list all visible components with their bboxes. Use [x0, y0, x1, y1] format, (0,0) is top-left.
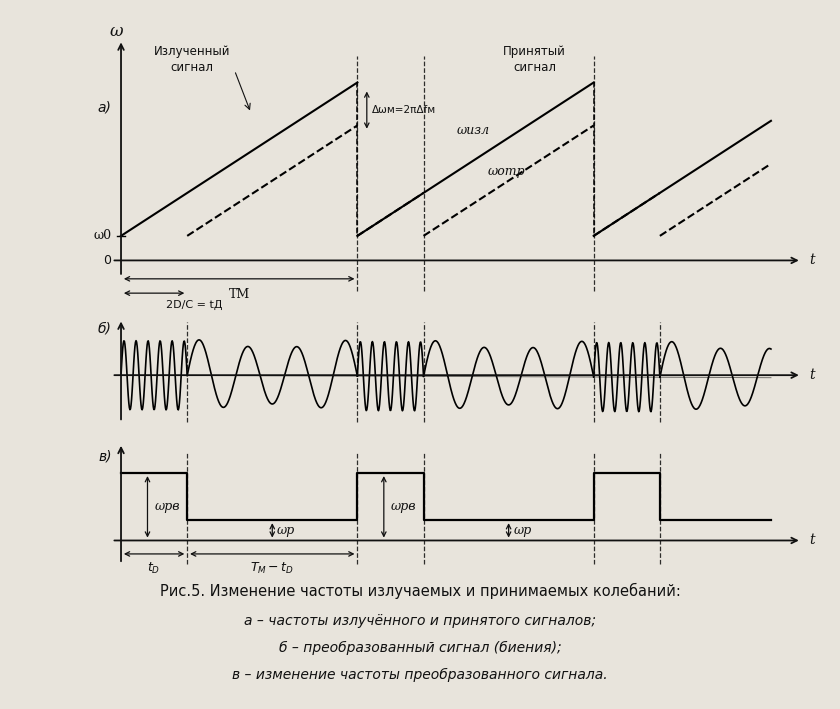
Text: в – изменение частоты преобразованного сигнала.: в – изменение частоты преобразованного с… [232, 668, 608, 682]
Text: ωрв: ωрв [391, 501, 417, 513]
Text: $t_D$: $t_D$ [148, 561, 160, 576]
Text: Принятый
сигнал: Принятый сигнал [503, 45, 566, 74]
Text: ωотр: ωотр [487, 164, 525, 177]
Text: ω0: ω0 [93, 230, 112, 242]
Text: t: t [809, 253, 815, 267]
Text: в): в) [98, 450, 112, 464]
Text: t: t [809, 368, 815, 382]
Text: $T_M - t_D$: $T_M - t_D$ [250, 561, 294, 576]
Text: а): а) [97, 100, 112, 114]
Text: ωр: ωр [513, 524, 532, 537]
Text: t: t [809, 533, 815, 547]
Text: Излученный
сигнал: Излученный сигнал [154, 45, 230, 74]
Text: 0: 0 [103, 254, 112, 267]
Text: Δωм=2πΔfм: Δωм=2πΔfм [371, 105, 436, 115]
Text: 2D/C = tД: 2D/C = tД [166, 301, 223, 311]
Text: ωр: ωр [277, 524, 295, 537]
Text: Рис.5. Изменение частоты излучаемых и принимаемых колебаний:: Рис.5. Изменение частоты излучаемых и пр… [160, 582, 680, 598]
Text: ωрв: ωрв [155, 501, 180, 513]
Text: б – преобразованный сигнал (биения);: б – преобразованный сигнал (биения); [279, 641, 561, 655]
Text: TМ: TМ [228, 288, 249, 301]
Text: б): б) [97, 321, 112, 335]
Text: ω: ω [109, 23, 123, 40]
Text: а – частоты излучённого и принятого сигналов;: а – частоты излучённого и принятого сигн… [244, 614, 596, 628]
Text: ωизл: ωизл [457, 123, 490, 137]
